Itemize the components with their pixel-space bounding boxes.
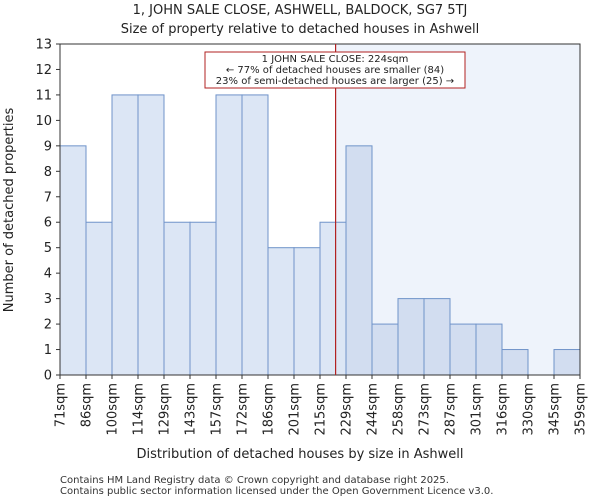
x-tick-label-316sqm: 316sqm: [496, 383, 511, 436]
y-tick-label-7: 7: [44, 190, 52, 205]
y-tick-label-11: 11: [35, 88, 52, 103]
y-tick-label-1: 1: [44, 343, 52, 358]
x-tick-label-114sqm: 114sqm: [132, 383, 147, 436]
x-tick-label-71sqm: 71sqm: [54, 383, 69, 427]
annotation-line-2: ← 77% of detached houses are smaller (84…: [226, 65, 444, 76]
y-tick-label-10: 10: [35, 114, 52, 129]
annotation-line-1: 1 JOHN SALE CLOSE: 224sqm: [262, 54, 409, 65]
bar-244sqm: [371, 323, 399, 376]
bar-71sqm: [59, 145, 87, 376]
bar-287sqm: [449, 323, 477, 376]
bar-258sqm: [397, 298, 425, 376]
y-tick-label-3: 3: [44, 292, 52, 307]
footer-line-2: Contains public sector information licen…: [60, 486, 493, 497]
x-tick-label-100sqm: 100sqm: [106, 383, 121, 436]
y-tick-label-13: 13: [35, 38, 52, 53]
x-tick-label-258sqm: 258sqm: [392, 383, 407, 436]
annotation-line-3: 23% of semi-detached houses are larger (…: [216, 76, 454, 87]
x-tick-label-129sqm: 129sqm: [158, 383, 173, 436]
x-tick-label-201sqm: 201sqm: [288, 383, 303, 436]
bar-114sqm: [137, 94, 165, 376]
x-tick-label-229sqm: 229sqm: [340, 383, 355, 436]
y-tick-label-0: 0: [44, 369, 52, 384]
bar-157sqm: [215, 94, 243, 376]
bar-345sqm: [553, 349, 581, 376]
bar-129sqm: [163, 221, 191, 376]
y-tick-label-2: 2: [44, 318, 52, 333]
x-tick-label-215sqm: 215sqm: [314, 383, 329, 436]
x-tick-label-186sqm: 186sqm: [262, 383, 277, 436]
y-tick-label-12: 12: [35, 63, 52, 78]
x-tick-label-359sqm: 359sqm: [574, 383, 589, 436]
x-tick-label-157sqm: 157sqm: [210, 383, 225, 436]
bar-86sqm: [85, 221, 113, 376]
chart-title: 1, JOHN SALE CLOSE, ASHWELL, BALDOCK, SG…: [133, 3, 468, 18]
y-tick-label-6: 6: [44, 216, 52, 231]
x-tick-label-172sqm: 172sqm: [236, 383, 251, 436]
y-tick-label-9: 9: [44, 139, 52, 154]
x-tick-label-345sqm: 345sqm: [548, 383, 563, 436]
bar-229sqm: [345, 145, 373, 376]
x-axis-label: Distribution of detached houses by size …: [137, 447, 464, 462]
annotation-box: [204, 51, 466, 89]
y-tick-label-8: 8: [44, 165, 52, 180]
x-tick-label-330sqm: 330sqm: [522, 383, 537, 436]
bar-273sqm: [423, 298, 451, 376]
footer-line-1: Contains HM Land Registry data © Crown c…: [60, 475, 449, 486]
bar-301sqm: [475, 323, 503, 376]
y-tick-label-5: 5: [44, 241, 52, 256]
bar-186sqm: [267, 247, 295, 376]
x-tick-label-143sqm: 143sqm: [184, 383, 199, 436]
x-tick-label-86sqm: 86sqm: [80, 383, 95, 427]
x-tick-label-273sqm: 273sqm: [418, 383, 433, 436]
x-tick-label-287sqm: 287sqm: [444, 383, 459, 436]
y-tick-label-4: 4: [44, 267, 52, 282]
x-tick-label-301sqm: 301sqm: [470, 383, 485, 436]
larger-region-shade: [335, 44, 580, 375]
bar-316sqm: [501, 349, 529, 376]
bar-201sqm: [293, 247, 321, 376]
chart-subtitle: Size of property relative to detached ho…: [121, 22, 480, 37]
bar-215sqm: [319, 221, 347, 376]
bar-172sqm: [241, 94, 269, 376]
y-axis-label: Number of detached properties: [2, 108, 17, 313]
bar-100sqm: [111, 94, 139, 376]
x-tick-label-244sqm: 244sqm: [366, 383, 381, 436]
bar-143sqm: [189, 221, 217, 376]
